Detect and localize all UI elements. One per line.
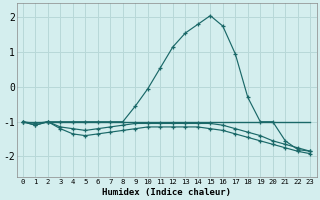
X-axis label: Humidex (Indice chaleur): Humidex (Indice chaleur) [102,188,231,197]
